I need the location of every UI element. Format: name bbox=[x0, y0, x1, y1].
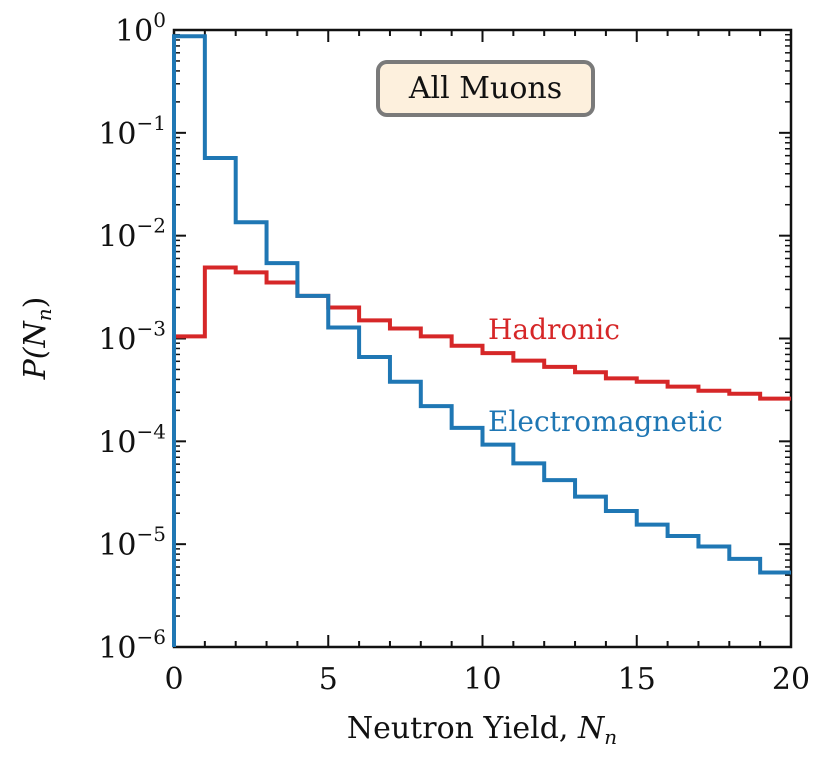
y-tick-label: 10−6 bbox=[98, 625, 166, 666]
y-tick-label: 10−2 bbox=[98, 214, 166, 255]
y-tick-exponent: −3 bbox=[137, 317, 166, 341]
title-box bbox=[376, 60, 595, 117]
x-tick-label: 15 bbox=[618, 662, 656, 697]
y-tick-exponent: −4 bbox=[137, 419, 166, 443]
y-tick-base: 10 bbox=[98, 220, 136, 255]
series-layer bbox=[172, 34, 791, 647]
x-tick-labels: 0 5 10 15 20 bbox=[164, 662, 810, 697]
y-axis-label-close: ) bbox=[18, 297, 53, 309]
axis-ticks bbox=[173, 29, 792, 648]
y-tick-label: 10−5 bbox=[98, 522, 166, 563]
series-label-electromagnetic: Electromagnetic bbox=[488, 405, 723, 438]
y-tick-label: 10−3 bbox=[98, 317, 166, 358]
y-tick-exponent: −1 bbox=[137, 111, 166, 135]
x-tick-label: 10 bbox=[463, 662, 501, 697]
y-tick-exponent: −6 bbox=[137, 625, 166, 649]
y-tick-base: 10 bbox=[98, 425, 136, 460]
y-tick-label: 100 bbox=[115, 8, 166, 49]
x-tick-label: 5 bbox=[319, 662, 338, 697]
y-tick-exponent: −2 bbox=[137, 214, 166, 238]
y-tick-base: 10 bbox=[98, 323, 136, 358]
x-axis-label-var: N bbox=[577, 711, 606, 746]
y-tick-label: 10−4 bbox=[98, 419, 166, 460]
y-axis-label: P(Nn) bbox=[18, 297, 56, 381]
series-label-hadronic: Hadronic bbox=[488, 313, 620, 346]
y-tick-base: 10 bbox=[115, 14, 153, 49]
x-tick-label: 20 bbox=[772, 662, 810, 697]
y-tick-base: 10 bbox=[98, 631, 136, 666]
y-axis-label-sub: n bbox=[32, 308, 56, 321]
y-tick-base: 10 bbox=[98, 117, 136, 152]
y-tick-label: 10−1 bbox=[98, 111, 166, 152]
x-axis-label-sub: n bbox=[604, 725, 617, 749]
series-line-electromagnetic bbox=[172, 34, 791, 647]
y-tick-exponent: −5 bbox=[137, 522, 166, 546]
plot-frame bbox=[172, 28, 793, 649]
x-axis-label: Neutron Yield, Nn bbox=[347, 711, 617, 749]
chart-title: All Muons bbox=[408, 71, 562, 106]
y-tick-base: 10 bbox=[98, 528, 136, 563]
x-axis-label-text: Neutron Yield, bbox=[347, 711, 578, 746]
series-line-hadronic bbox=[172, 265, 791, 647]
y-axis-label-var: P(N bbox=[18, 319, 53, 380]
y-tick-exponent: 0 bbox=[153, 8, 166, 32]
x-tick-label: 0 bbox=[164, 662, 183, 697]
